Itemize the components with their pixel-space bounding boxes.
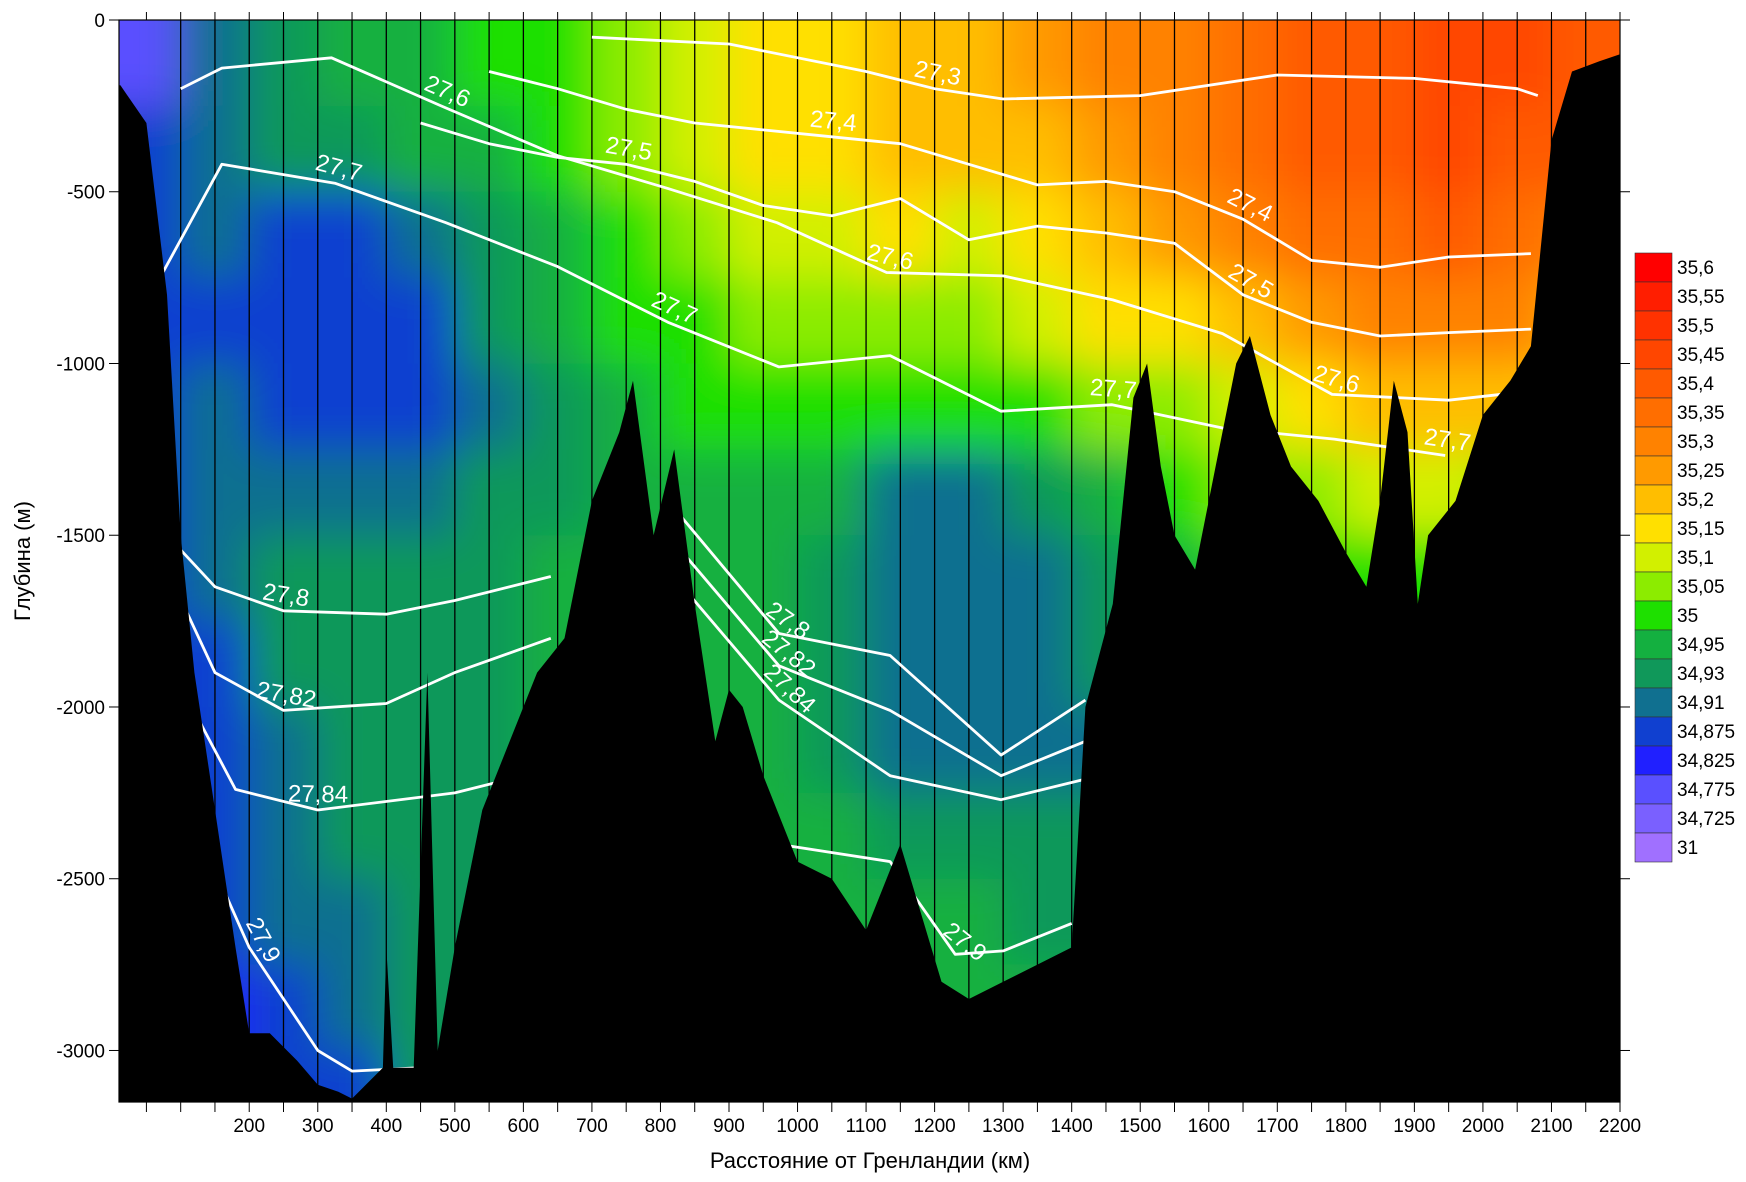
colorbar-label: 35,2 [1677,490,1714,511]
colorbar-swatch [1634,513,1673,544]
salinity-cell [119,105,182,193]
colorbar-swatch [1634,281,1673,312]
colorbar-label: 35,15 [1677,519,1725,540]
isopycnal-label: 27,7 [1089,374,1138,404]
x-tick-label: 1300 [982,1116,1024,1137]
colorbar-swatch [1634,455,1673,486]
colorbar-swatch [1634,426,1673,457]
colorbar-label: 34,91 [1677,693,1725,714]
x-tick-label: 700 [576,1116,608,1137]
y-tick-label: -1000 [56,354,105,375]
x-tick-label: 800 [645,1116,677,1137]
x-tick-label: 1200 [913,1116,955,1137]
x-tick-label: 500 [439,1116,471,1137]
y-tick-label: -2000 [56,698,105,719]
x-tick-label: 900 [713,1116,745,1137]
colorbar-swatch [1634,745,1673,776]
x-tick-label: 1600 [1188,1116,1230,1137]
colorbar-label: 35,4 [1677,374,1714,395]
colorbar-swatch [1634,484,1673,515]
colorbar-swatch [1634,571,1673,602]
colorbar-label: 35,1 [1677,548,1714,569]
colorbar-label: 34,95 [1677,635,1725,656]
x-tick-label: 2100 [1530,1116,1572,1137]
isopycnal [180,56,1532,402]
colorbar-swatch [1634,542,1673,573]
colorbar-label: 35,55 [1677,287,1725,308]
colorbar-label: 34,875 [1677,722,1735,743]
x-tick-label: 1500 [1119,1116,1161,1137]
colorbar-swatch [1634,339,1673,370]
isopycnal [488,70,1531,269]
colorbar-label: 34,825 [1677,751,1735,772]
bathymetry [119,54,1620,1102]
isopycnal-label: 27,84 [288,781,348,809]
isopycnal [165,500,1087,757]
isopycnal [165,534,1086,778]
colorbar-swatch [1634,803,1673,834]
x-tick-label: 1700 [1256,1116,1298,1137]
colorbar-label: 35,05 [1677,577,1725,598]
x-axis-label: Расстояние от Гренландии (км) [710,1148,1030,1173]
colorbar-label: 34,725 [1677,809,1735,830]
y-tick-label: 0 [94,11,105,32]
y-tick-label: -3000 [56,1041,105,1062]
colorbar-label: 35,5 [1677,316,1714,337]
x-tick-label: 1900 [1393,1116,1435,1137]
colorbar-label: 35,3 [1677,432,1714,453]
seafloor [119,54,1620,1102]
x-tick-label: 1400 [1051,1116,1093,1137]
colorbar-label: 35,45 [1677,345,1725,366]
isopycnal [172,568,1086,812]
colorbar-swatch [1634,687,1673,718]
colorbar-swatch [1634,774,1673,805]
colorbar-swatch [1634,368,1673,399]
y-tick-label: -500 [67,183,105,204]
x-tick-label: 400 [370,1116,402,1137]
isopycnal-label: 27,4 [809,106,858,138]
colorbar-swatch [1634,600,1673,631]
x-tick-label: 2000 [1462,1116,1504,1137]
colorbar-swatch [1634,310,1673,341]
colorbar-label: 35,6 [1677,258,1714,279]
colorbar-swatch [1634,658,1673,689]
x-tick-label: 600 [508,1116,540,1137]
colorbar-swatch [1634,832,1673,863]
y-tick-label: -2500 [56,870,105,891]
x-tick-label: 1800 [1325,1116,1367,1137]
colorbar-swatch [1634,629,1673,660]
isopycnal [591,35,1539,101]
x-tick-label: 2200 [1599,1116,1641,1137]
colorbar-swatch [1634,397,1673,428]
colorbar-label: 34,775 [1677,780,1735,801]
colorbar-label: 35,25 [1677,461,1725,482]
isopycnal [420,121,1531,338]
isopycnal [158,162,1446,457]
colorbar-swatch [1634,252,1673,283]
x-tick-label: 1100 [846,1116,887,1137]
x-tick-label: 300 [302,1116,334,1137]
plot-frame [118,19,1621,1103]
x-tick-label: 200 [233,1116,265,1137]
x-tick-label: 1000 [776,1116,818,1137]
colorbar-swatch [1634,716,1673,747]
colorbar-label: 35 [1677,606,1698,627]
salinity-cell [119,20,182,107]
axes: 200 300 400 500 600 700 800 900 1000 1100 1200 1300… [56,11,1735,1137]
colorbar-label: 34,93 [1677,664,1725,685]
y-axis-label: Глубина (м) [10,501,35,621]
colorbar-label: 31 [1677,838,1698,859]
y-tick-label: -1500 [56,526,105,547]
colorbar-label: 35,35 [1677,403,1725,424]
